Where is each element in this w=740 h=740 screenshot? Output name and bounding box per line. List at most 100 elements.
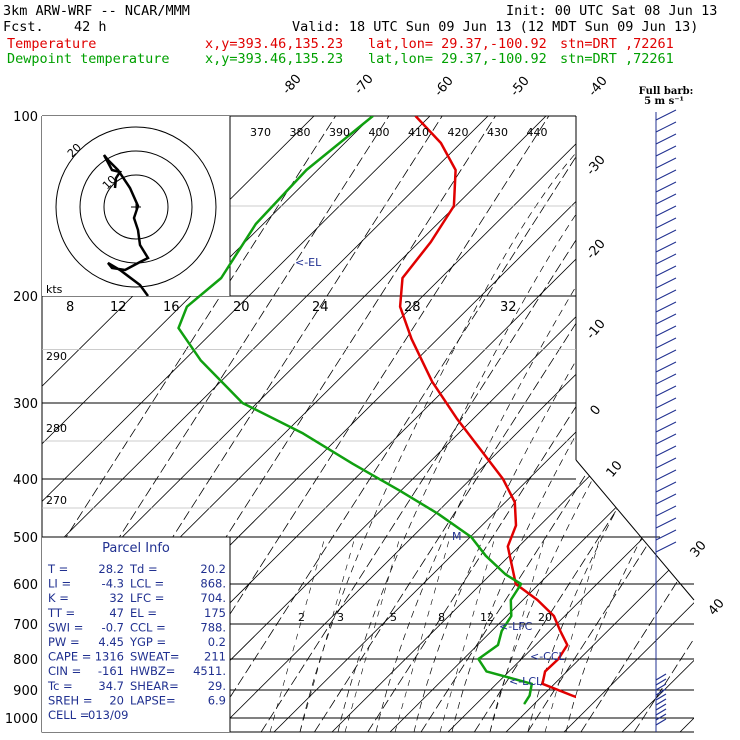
wind-barb xyxy=(655,157,677,169)
wind-barb xyxy=(655,277,677,289)
isotherm xyxy=(42,116,336,732)
hodograph-ring xyxy=(103,174,169,240)
dewpoint-point xyxy=(437,513,439,515)
hodograph-speed-label: 8 xyxy=(66,300,74,315)
theta-label: 400 xyxy=(369,126,390,139)
theta-label: 270 xyxy=(46,494,67,507)
hodograph-speed-label: 16 xyxy=(163,300,180,315)
dewpoint-point xyxy=(305,169,307,171)
wind-barb xyxy=(655,265,677,277)
temperature-point xyxy=(537,599,538,601)
dewpoint-point xyxy=(501,630,503,632)
moist-adiabat xyxy=(413,116,694,732)
dewpoint-point xyxy=(178,327,179,329)
parcel-param-value: 28.2 xyxy=(98,562,124,576)
theta-label: 280 xyxy=(46,422,67,435)
wind-barb xyxy=(655,361,677,373)
theta-label: 420 xyxy=(448,126,469,139)
temperature-point xyxy=(502,478,504,480)
parcel-info-title: Parcel Info xyxy=(102,541,170,556)
wind-barb xyxy=(655,703,667,711)
parcel-param-value: -161 xyxy=(98,664,124,678)
dewpoint-legend: Dewpoint temperature xyxy=(7,51,170,67)
dewpoint-point xyxy=(531,683,533,685)
model-title: 3km ARW-WRF -- NCAR/MMM xyxy=(3,3,190,19)
isotherm xyxy=(580,116,694,732)
wind-barb xyxy=(655,493,677,505)
forecast-label: Fcst. xyxy=(3,19,44,35)
parcel-param-name: CIN = xyxy=(48,664,81,678)
wind-barb xyxy=(655,481,677,493)
wind-barb xyxy=(655,678,667,686)
temperature-point xyxy=(431,381,433,383)
mixing-ratio-line xyxy=(269,536,326,732)
dewpoint-point xyxy=(497,644,499,646)
temperature-point xyxy=(514,501,516,503)
wind-barb xyxy=(655,133,677,145)
dry-adiabat xyxy=(42,116,547,732)
parcel-param-name: EL = xyxy=(130,606,157,620)
isotherm-label: 40 xyxy=(706,596,728,618)
dewpoint-point xyxy=(302,432,304,434)
mixing-ratio-line xyxy=(439,536,496,732)
isotherm xyxy=(474,116,694,732)
wind-barb xyxy=(655,673,667,681)
parcel-param-value: 29. xyxy=(208,679,226,693)
dewpoint-point xyxy=(200,359,202,361)
temperature-point xyxy=(515,524,517,526)
theta-label: 290 xyxy=(46,350,67,363)
temperature-point xyxy=(559,630,561,632)
isotherm-label: -30 xyxy=(584,153,609,179)
parcel-param-name: SWI = xyxy=(48,620,83,634)
dry-adiabat xyxy=(331,116,694,732)
plot-frame-diagonal xyxy=(575,459,695,601)
wind-barb xyxy=(655,205,677,217)
wind-barb xyxy=(655,241,677,253)
parcel-param-value: 34.7 xyxy=(98,679,124,693)
mixing-ratio-line xyxy=(344,536,401,732)
isotherm-label: -10 xyxy=(584,317,609,343)
pressure-label: 400 xyxy=(13,473,38,488)
dewpoint-point xyxy=(486,670,487,672)
wind-barb xyxy=(655,337,677,349)
wind-barb xyxy=(655,229,677,241)
isotherm xyxy=(260,116,656,732)
dewpoint-point xyxy=(372,116,374,117)
dewpoint-point xyxy=(399,490,401,492)
moist-adiabat xyxy=(527,116,694,732)
wind-barb xyxy=(655,313,677,325)
isotherm xyxy=(420,116,694,732)
wind-barb xyxy=(655,683,667,691)
isotherm-label: -60 xyxy=(432,74,457,100)
dewpoint-point xyxy=(186,306,188,308)
wind-barb xyxy=(655,469,677,481)
dry-adiabat xyxy=(42,116,373,732)
temperature-point xyxy=(411,338,412,340)
parcel-param-name: LFC = xyxy=(130,591,164,605)
temperature-point xyxy=(415,116,416,117)
parcel-param-value: 20.2 xyxy=(200,562,226,576)
parcel-param-value: 1316 xyxy=(95,650,124,664)
temperature-point xyxy=(430,241,432,243)
parcel-param-name: SREH = xyxy=(48,693,93,707)
hodograph-speed-label: 32 xyxy=(500,300,517,315)
mixing-ratio-label: 2 xyxy=(298,611,305,624)
hodograph-speed-label: 12 xyxy=(110,300,127,315)
moist-adiabat xyxy=(565,116,694,732)
parcel-param-name: CELL = xyxy=(48,708,89,722)
dewpoint-point xyxy=(352,463,354,465)
temperature-point xyxy=(602,706,603,707)
mixing-ratio-line xyxy=(394,536,451,732)
dewpoint-point xyxy=(520,583,522,585)
isotherm-label: -50 xyxy=(508,74,533,100)
parcel-param-name: K = xyxy=(48,591,69,605)
parcel-param-name: CAPE = xyxy=(48,650,91,664)
dewpoint-xy: x,y=393.46,135.23 xyxy=(205,51,344,67)
temperature-point xyxy=(479,448,481,450)
dry-adiabat xyxy=(679,116,694,732)
wind-barb xyxy=(655,325,677,337)
parcel-param-name: PW = xyxy=(48,635,80,649)
dewpoint-latlon: lat,lon= 29.37,-100.92 xyxy=(368,51,547,67)
pressure-label: 100 xyxy=(13,110,38,125)
parcel-info-box: Parcel Info T = 28.2 Td = 20.2 LI = -4.3 LCL = 8… xyxy=(42,536,231,732)
